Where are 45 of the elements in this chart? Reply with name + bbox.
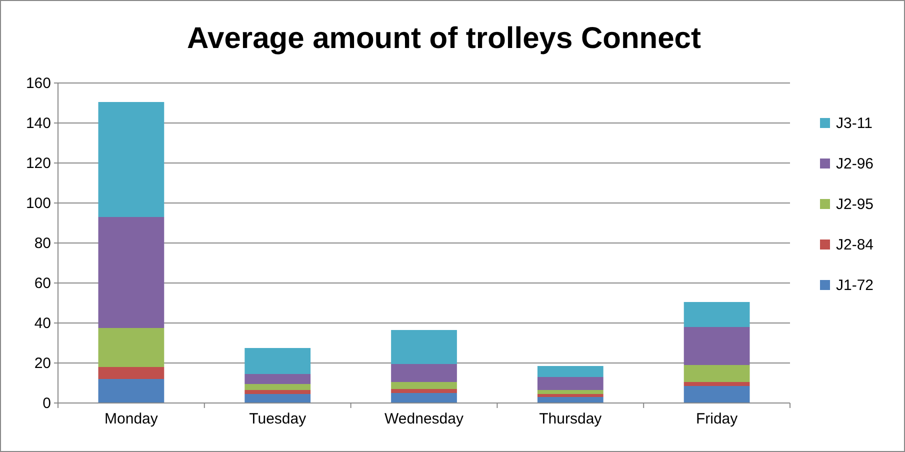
bar	[98, 217, 164, 328]
bar	[391, 393, 457, 403]
bar	[684, 327, 750, 365]
bar	[98, 102, 164, 217]
bar	[684, 302, 750, 327]
y-tick-label: 60	[34, 274, 51, 292]
chart-title: Average amount of trolleys Connect	[187, 22, 701, 55]
x-tick-label: Thursday	[539, 410, 602, 428]
y-tick-label: 80	[34, 234, 51, 252]
bar	[98, 328, 164, 367]
y-tick-label: 100	[26, 194, 51, 212]
bar	[537, 397, 604, 403]
legend-label: J2-96	[836, 156, 874, 172]
y-tick-label: 120	[26, 154, 51, 172]
bar	[244, 390, 311, 394]
bar	[391, 364, 457, 382]
bar	[537, 366, 604, 377]
x-tick-label: Monday	[104, 410, 158, 428]
bar	[537, 377, 604, 390]
bar	[684, 365, 750, 382]
bar	[244, 374, 311, 384]
bar	[537, 390, 604, 394]
y-tick-label: 40	[34, 314, 51, 332]
y-tick-label: 0	[42, 394, 51, 412]
bar	[244, 348, 311, 374]
bar	[244, 394, 311, 403]
x-tick-label: Wednesday	[384, 410, 464, 428]
bar	[537, 394, 604, 397]
y-tick-label: 20	[34, 354, 51, 372]
bar	[684, 386, 750, 403]
legend-label: J3-11	[836, 115, 872, 132]
bar	[98, 379, 164, 403]
legend-label: J2-95	[836, 196, 874, 213]
bar	[244, 384, 311, 390]
bar	[684, 382, 750, 386]
y-tick-label: 140	[26, 114, 51, 132]
legend-label: J2-84	[836, 236, 874, 254]
bar	[98, 367, 164, 379]
legend-label: J1-72	[836, 277, 874, 294]
y-tick-label: 160	[26, 74, 51, 92]
x-tick-label: Friday	[696, 410, 738, 428]
bar	[391, 330, 457, 364]
bar	[391, 389, 457, 393]
x-tick-label: Tuesday	[249, 410, 307, 428]
bar	[391, 382, 457, 389]
